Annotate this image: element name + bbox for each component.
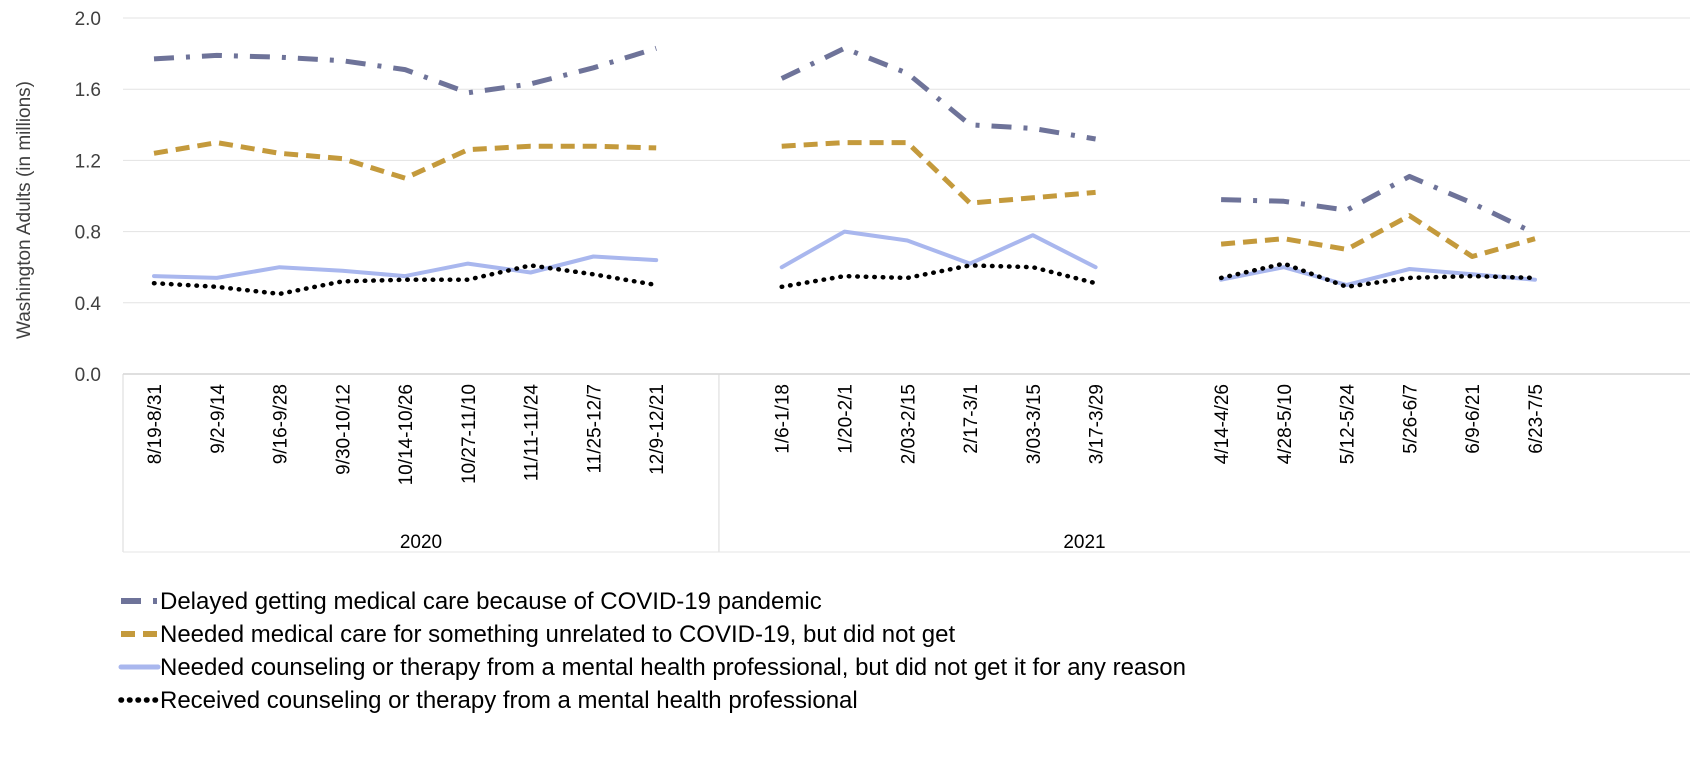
series-2-line bbox=[153, 140, 657, 181]
x-tick-label: 9/2-9/14 bbox=[208, 384, 229, 454]
series-2-line bbox=[781, 140, 1096, 206]
y-tick-label: 0.0 bbox=[75, 365, 101, 386]
x-tick-label: 9/16-9/28 bbox=[271, 384, 292, 464]
x-tick-label: 10/14-10/26 bbox=[396, 384, 417, 485]
x-tick-label: 6/23-7/5 bbox=[1526, 384, 1547, 454]
x-tick-label: 10/27-11/10 bbox=[459, 384, 480, 484]
y-axis: 0.0 0.4 0.8 1.2 1.6 2.0 bbox=[75, 9, 102, 386]
x-tick-label: 1/20-2/1 bbox=[836, 384, 857, 454]
legend-label-4: Received counseling or therapy from a me… bbox=[160, 687, 858, 714]
series-1-line bbox=[153, 45, 657, 96]
x-tick-label: 6/9-6/21 bbox=[1463, 384, 1484, 454]
x-tick-label: 3/03-3/15 bbox=[1024, 384, 1045, 464]
year-label: 2020 bbox=[400, 532, 442, 553]
legend-label-3: Needed counseling or therapy from a ment… bbox=[160, 654, 1186, 681]
y-tick-label: 2.0 bbox=[75, 9, 101, 30]
series-1-line bbox=[780, 45, 1097, 142]
series-3-line bbox=[779, 229, 1098, 270]
series-4-line bbox=[779, 263, 1098, 290]
series-lines bbox=[151, 45, 1538, 297]
x-tick-label: 1/6-1/18 bbox=[773, 384, 794, 454]
x-tick-label: 2/03-2/15 bbox=[898, 384, 919, 464]
legend-label-2: Needed medical care for something unrela… bbox=[160, 621, 955, 648]
series-3-line bbox=[1219, 265, 1537, 287]
x-tick-label: 5/12-5/24 bbox=[1338, 384, 1359, 465]
x-axis: 8/19-8/31 9/2-9/14 9/16-9/28 9/30-10/12 10/1… bbox=[122, 373, 1690, 553]
x-tick-label: 4/28-5/10 bbox=[1275, 384, 1296, 464]
x-tick-label: 4/14-4/26 bbox=[1212, 384, 1233, 464]
x-tick-label: 3/17-3/29 bbox=[1087, 384, 1108, 464]
x-tick-label: 12/9-12/21 bbox=[647, 384, 668, 475]
y-tick-label: 0.8 bbox=[75, 223, 101, 244]
y-tick-label: 0.4 bbox=[75, 294, 102, 315]
x-tick-label: 8/19-8/31 bbox=[145, 384, 166, 464]
series-3-line bbox=[152, 254, 659, 280]
x-tick-label: 2/17-3/1 bbox=[961, 384, 982, 454]
y-axis-label: Washington Adults (in millions) bbox=[14, 81, 35, 339]
legend: Delayed getting medical care because of … bbox=[118, 588, 1186, 714]
x-tick-label: 5/26-6/7 bbox=[1400, 384, 1421, 454]
legend-label-1: Delayed getting medical care because of … bbox=[160, 588, 822, 615]
y-tick-label: 1.2 bbox=[75, 151, 101, 172]
x-tick-label: 11/25-12/7 bbox=[584, 384, 605, 473]
series-2-line bbox=[1220, 213, 1536, 259]
series-4-line bbox=[1218, 261, 1538, 290]
series-1-line bbox=[1221, 173, 1537, 236]
x-tick-label: 11/11-11/24 bbox=[522, 384, 543, 482]
y-tick-label: 1.6 bbox=[75, 80, 101, 101]
year-label: 2021 bbox=[1063, 532, 1105, 553]
series-4-line bbox=[151, 263, 659, 297]
x-tick-label: 9/30-10/12 bbox=[333, 384, 354, 475]
